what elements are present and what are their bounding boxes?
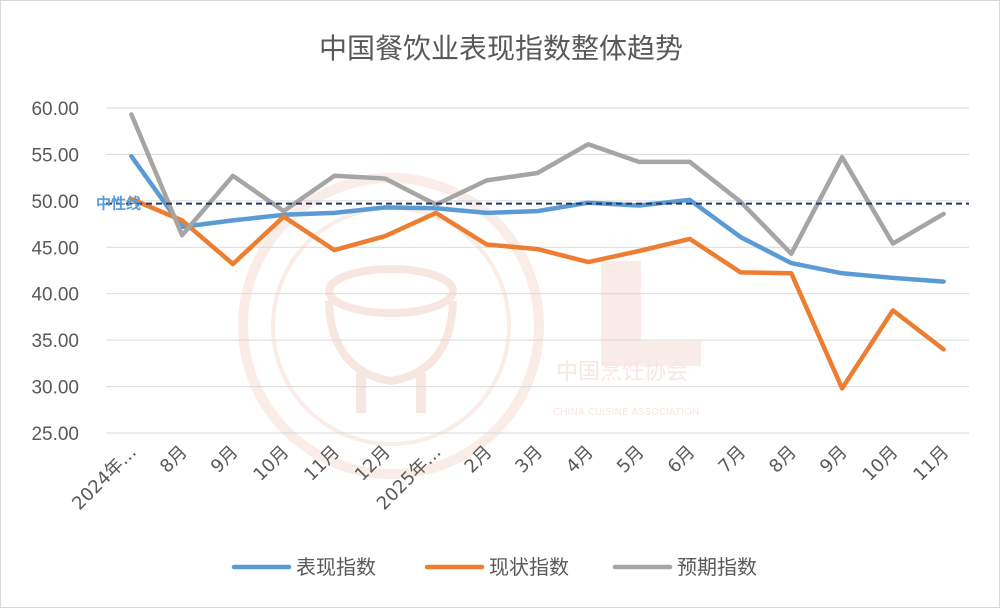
series-line-1	[129, 154, 946, 284]
series-lines	[129, 112, 946, 391]
legend-label-3: 预期指数	[677, 555, 757, 579]
y-tick-label: 25.00	[31, 424, 79, 445]
x-tick-label: 9月	[816, 442, 852, 478]
x-tick-label: 2月	[461, 442, 497, 478]
legend: 表现指数 现状指数 预期指数	[231, 555, 757, 579]
chart-title: 中国餐饮业表现指数整体趋势	[319, 32, 683, 65]
x-tick-label: 6月	[664, 442, 700, 478]
y-tick-label: 45.00	[31, 238, 79, 259]
watermark-logo: 中国烹饪协会 CHINA CUISINE ASSOCIATION	[238, 173, 701, 479]
watermark-text: 中国烹饪协会	[556, 360, 688, 385]
neutral-line-label: 中性线	[96, 195, 141, 213]
legend-label-2: 现状指数	[489, 555, 569, 579]
x-tick-label: 8月	[156, 442, 192, 478]
x-tick-label: 7月	[714, 442, 750, 478]
y-tick-label: 55.00	[31, 145, 79, 166]
y-tick-label: 60.00	[31, 99, 79, 120]
series-line-3	[129, 112, 946, 257]
y-tick-label: 35.00	[31, 331, 79, 352]
y-tick-label: 50.00	[31, 192, 79, 213]
series-line-2	[129, 196, 946, 391]
x-tick-label: 3月	[511, 442, 547, 478]
x-tick-label: 9月	[207, 442, 243, 478]
x-tick-label: 11月	[909, 442, 953, 486]
x-tick-label: 10月	[859, 442, 903, 486]
legend-label-1: 表现指数	[296, 555, 376, 579]
x-tick-label: 2024年…	[68, 442, 141, 515]
x-tick-label: 4月	[562, 442, 598, 478]
y-tick-label: 40.00	[31, 285, 79, 306]
x-tick-label: 8月	[765, 442, 801, 478]
x-tick-label: 5月	[613, 442, 649, 478]
y-tick-label: 30.00	[31, 378, 79, 399]
x-tick-label: 10月	[249, 442, 293, 486]
watermark-subtext: CHINA CUISINE ASSOCIATION	[553, 407, 699, 418]
y-axis-ticks: 60.00 55.00 50.00 45.00 40.00 35.00 30.00 25.00	[31, 99, 79, 445]
reference-line-group: 中性线	[96, 195, 969, 213]
